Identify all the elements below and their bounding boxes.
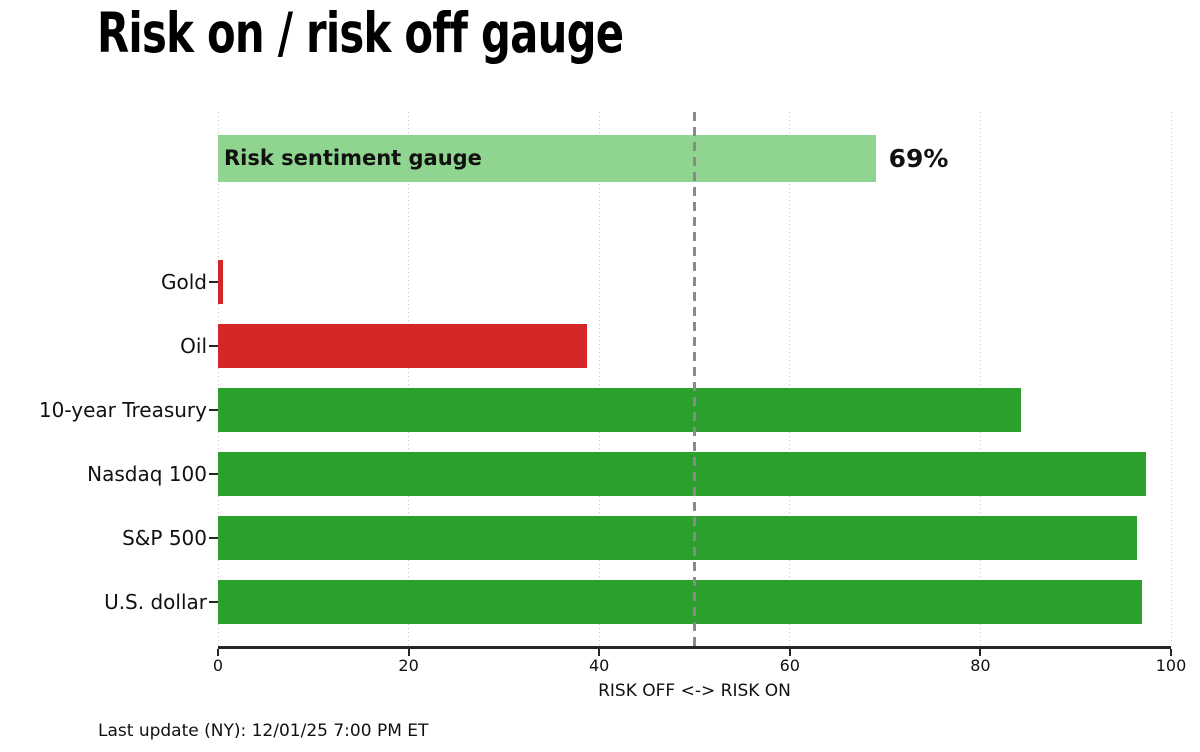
grid-line-80 bbox=[979, 112, 981, 648]
x-tick-label-60: 60 bbox=[779, 656, 800, 675]
x-tick-label-80: 80 bbox=[970, 656, 991, 675]
y-tick-s-p-500 bbox=[209, 536, 218, 539]
y-axis-label-u-s-dollar: U.S. dollar bbox=[104, 589, 207, 614]
gauge-value-label: 69% bbox=[888, 144, 949, 173]
grid-line-20 bbox=[408, 112, 410, 648]
x-axis-line bbox=[218, 646, 1171, 649]
x-tick-60 bbox=[788, 649, 791, 656]
chart-title: Risk on / risk off gauge bbox=[97, 1, 624, 65]
bar-gold bbox=[218, 259, 223, 304]
x-tick-label-40: 40 bbox=[589, 656, 610, 675]
x-tick-80 bbox=[979, 649, 982, 656]
bar-oil bbox=[218, 323, 587, 368]
y-axis-label-nasdaq-100: Nasdaq 100 bbox=[87, 461, 207, 486]
grid-line-100 bbox=[1170, 112, 1172, 648]
y-axis-label-10-year-treasury: 10-year Treasury bbox=[38, 397, 207, 422]
y-axis-label-oil: Oil bbox=[180, 333, 207, 358]
y-tick-gold bbox=[209, 280, 218, 283]
y-tick-nasdaq-100 bbox=[209, 472, 218, 475]
x-axis-label: RISK OFF <-> RISK ON bbox=[598, 681, 791, 701]
x-tick-label-0: 0 bbox=[212, 656, 224, 675]
last-update-note: Last update (NY): 12/01/25 7:00 PM ET bbox=[98, 721, 429, 741]
grid-line-40 bbox=[598, 112, 600, 648]
bar-nasdaq-100 bbox=[218, 451, 1147, 496]
bar-u-s-dollar bbox=[218, 579, 1143, 624]
bar-10-year-treasury bbox=[218, 387, 1022, 432]
gauge-bar: Risk sentiment gauge bbox=[218, 135, 876, 182]
y-tick-10-year-treasury bbox=[209, 408, 218, 411]
x-tick-20 bbox=[407, 649, 410, 656]
x-tick-40 bbox=[598, 649, 601, 656]
gauge-bar-label: Risk sentiment gauge bbox=[224, 146, 482, 170]
bar-s-p-500 bbox=[218, 515, 1137, 560]
midline-50 bbox=[693, 112, 696, 648]
x-tick-100 bbox=[1170, 649, 1172, 656]
y-axis-label-s-p-500: S&P 500 bbox=[122, 525, 207, 550]
x-tick-0 bbox=[217, 649, 219, 656]
grid-line-60 bbox=[789, 112, 791, 648]
plot-area: Risk sentiment gauge bbox=[217, 112, 1172, 648]
x-tick-label-100: 100 bbox=[1155, 656, 1187, 675]
y-tick-u-s-dollar bbox=[209, 600, 218, 603]
grid-line-0 bbox=[217, 112, 219, 648]
y-tick-oil bbox=[209, 344, 218, 347]
y-axis-label-gold: Gold bbox=[161, 269, 207, 294]
x-tick-label-20: 20 bbox=[398, 656, 419, 675]
